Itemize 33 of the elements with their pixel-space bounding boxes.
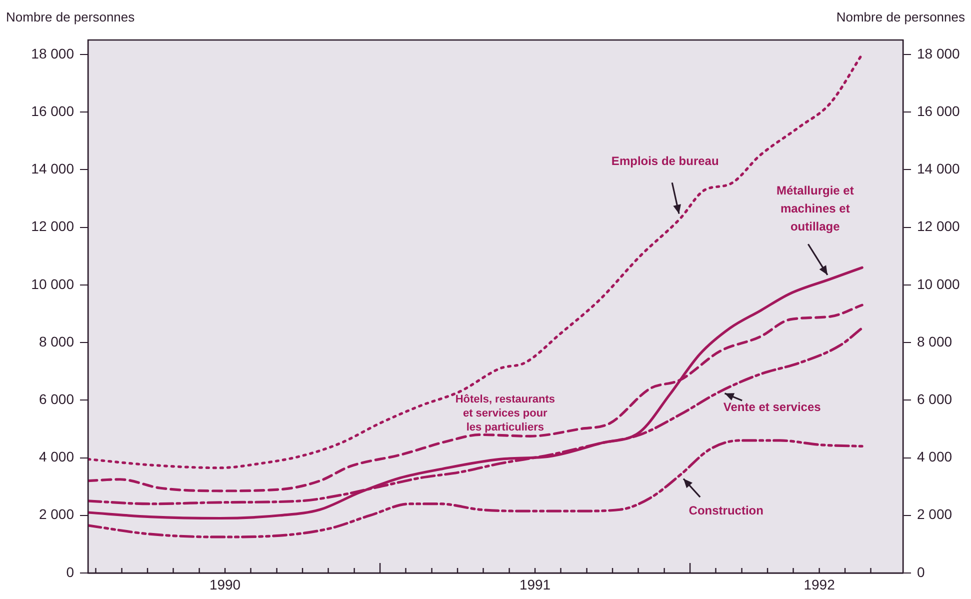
y2-tick-label: 14 000 xyxy=(917,160,960,177)
y2-tick-label: 18 000 xyxy=(917,45,960,62)
y-tick-label: 14 000 xyxy=(31,160,74,177)
series-label: Emplois de bureau xyxy=(611,154,719,168)
y-tick-label: 6 000 xyxy=(38,390,74,407)
y2-tick-label: 4 000 xyxy=(917,448,952,465)
x-tick-label: 1990 xyxy=(209,576,241,592)
series-label: Hôtels, restaurants et services pour les particuliers xyxy=(455,394,555,434)
y-tick-label: 8 000 xyxy=(38,333,74,350)
y-tick-label: 16 000 xyxy=(31,102,74,119)
y2-tick-label: 6 000 xyxy=(917,390,952,407)
x-tick-label: 1991 xyxy=(519,576,551,592)
y2-tick-label: 12 000 xyxy=(917,218,960,234)
y2-tick-label: 16 000 xyxy=(917,102,960,119)
y-tick-label: 10 000 xyxy=(31,276,74,292)
y2-tick-label: 0 xyxy=(917,564,925,580)
y-tick-label: 12 000 xyxy=(31,218,74,234)
y-tick-label: 18 000 xyxy=(31,45,74,62)
y-tick-label: 2 000 xyxy=(38,506,74,522)
line-series xyxy=(88,439,864,538)
y2-tick-label: 10 000 xyxy=(917,276,960,292)
x-tick-label: 1992 xyxy=(804,576,836,592)
y-axis-title: Nombre de personnes xyxy=(6,10,136,25)
line-series xyxy=(88,266,864,520)
series-label: Vente et services xyxy=(723,400,822,414)
text: Métallurgie et machines et outillage xyxy=(776,183,854,234)
y-tick-label: 0 xyxy=(66,564,74,580)
y2-tick-label: 2 000 xyxy=(917,506,952,522)
y-tick-label: 4 000 xyxy=(38,448,74,465)
y2-axis-title: Nombre de personnes xyxy=(836,10,966,25)
line-series xyxy=(88,53,864,470)
y2-tick-label: 8 000 xyxy=(917,333,952,350)
text: Construction xyxy=(688,503,764,518)
